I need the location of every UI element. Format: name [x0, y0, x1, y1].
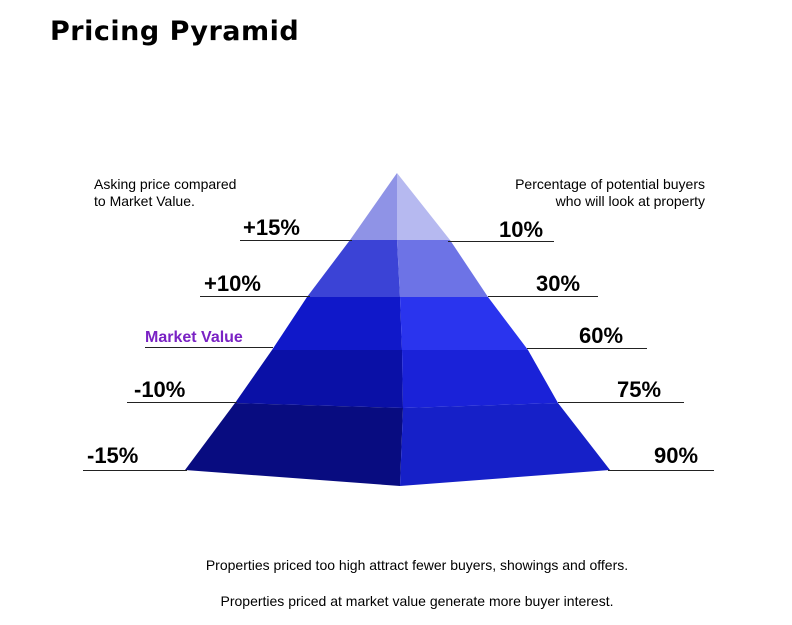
leader-line-right-2 — [488, 296, 598, 297]
pyramid-tier-2-left — [307, 240, 400, 297]
pyramid-tier-4-left — [235, 350, 403, 408]
pyramid-tier-3-right — [400, 297, 528, 350]
left-label-plus-10: +10% — [204, 271, 261, 296]
pyramid-tier-2-right — [397, 240, 488, 297]
pyramid-tier-5-left — [185, 403, 403, 486]
footer-line-high-price: Properties priced too high attract fewer… — [205, 557, 629, 573]
left-label-minus-15: -15% — [87, 443, 139, 468]
pyramid-tier-5-right — [400, 403, 610, 486]
footer-line-market-value: Properties priced at market value genera… — [220, 593, 614, 609]
right-caption-line: who will look at property — [555, 193, 705, 209]
leader-line-left-3 — [145, 347, 273, 348]
leader-line-left-5 — [83, 470, 187, 471]
page-title: Pricing Pyramid — [50, 16, 300, 47]
pyramid-tier-1-right — [397, 173, 450, 240]
left-label-minus-10: -10% — [134, 377, 186, 402]
leader-line-right-4 — [558, 402, 684, 403]
right-caption-line: Percentage of potential buyers — [515, 176, 705, 192]
leader-line-left-2 — [200, 296, 310, 297]
left-label-plus-15: +15% — [243, 215, 300, 240]
leader-line-right-5 — [608, 470, 714, 471]
right-label-30: 30% — [536, 271, 581, 296]
pyramid-tier-1-left — [350, 173, 397, 240]
left-caption-line: to Market Value. — [94, 193, 195, 209]
left-caption-line: Asking price compared — [94, 176, 237, 192]
leader-line-left-4 — [127, 402, 237, 403]
leader-line-right-3 — [527, 348, 647, 349]
right-label-75: 75% — [617, 377, 662, 402]
right-label-60: 60% — [579, 323, 624, 348]
left-caption: Asking price compared to Market Value. — [94, 176, 236, 210]
right-caption: Percentage of potential buyers who will … — [470, 176, 705, 210]
right-label-90: 90% — [654, 443, 699, 468]
right-label-10: 10% — [499, 217, 544, 242]
pyramid-tier-3-left — [272, 297, 402, 350]
pyramid-tier-4-right — [402, 350, 558, 408]
leader-line-right-1 — [448, 241, 554, 242]
left-label-market-value: Market Value — [145, 329, 243, 346]
leader-line-left-1 — [240, 240, 352, 241]
